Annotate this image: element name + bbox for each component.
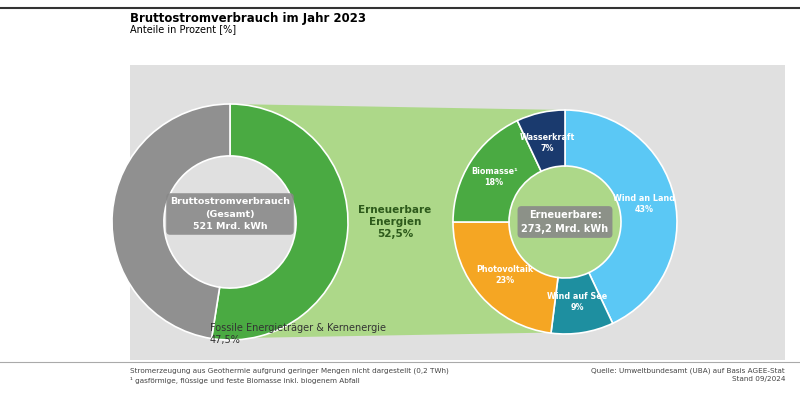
Bar (130, 65, 785, 360)
Wedge shape (518, 110, 565, 171)
Text: Fossile Energieträger & Kernenergie
47,5%: Fossile Energieträger & Kernenergie 47,5… (210, 323, 386, 345)
Wedge shape (211, 104, 348, 340)
Text: Wasserkraft
7%: Wasserkraft 7% (520, 133, 575, 153)
Text: Wind an Land
43%: Wind an Land 43% (613, 194, 674, 214)
Text: Anteile in Prozent [%]: Anteile in Prozent [%] (130, 24, 236, 34)
Text: Bruttostromverbrauch im Jahr 2023: Bruttostromverbrauch im Jahr 2023 (130, 12, 366, 25)
Wedge shape (453, 222, 558, 333)
Text: Wind auf See
9%: Wind auf See 9% (547, 292, 608, 312)
Polygon shape (211, 104, 677, 340)
Wedge shape (112, 104, 230, 338)
Text: Quelle: Umweltbundesamt (UBA) auf Basis AGEE-Stat
Stand 09/2024: Quelle: Umweltbundesamt (UBA) auf Basis … (591, 368, 785, 382)
Text: Stromerzeugung aus Geothermie aufgrund geringer Mengen nicht dargestellt (0,2 TW: Stromerzeugung aus Geothermie aufgrund g… (130, 368, 449, 384)
Text: Biomasse¹
18%: Biomasse¹ 18% (470, 167, 518, 187)
Text: Erneuerbare
Energien
52,5%: Erneuerbare Energien 52,5% (358, 206, 432, 238)
Text: Photovoltaik
23%: Photovoltaik 23% (476, 265, 533, 285)
Text: Erneuerbare:
273,2 Mrd. kWh: Erneuerbare: 273,2 Mrd. kWh (522, 210, 609, 234)
Wedge shape (551, 273, 613, 334)
Wedge shape (453, 121, 541, 222)
Text: Bruttostromverbrauch
(Gesamt)
521 Mrd. kWh: Bruttostromverbrauch (Gesamt) 521 Mrd. k… (170, 197, 290, 231)
Wedge shape (565, 110, 677, 323)
